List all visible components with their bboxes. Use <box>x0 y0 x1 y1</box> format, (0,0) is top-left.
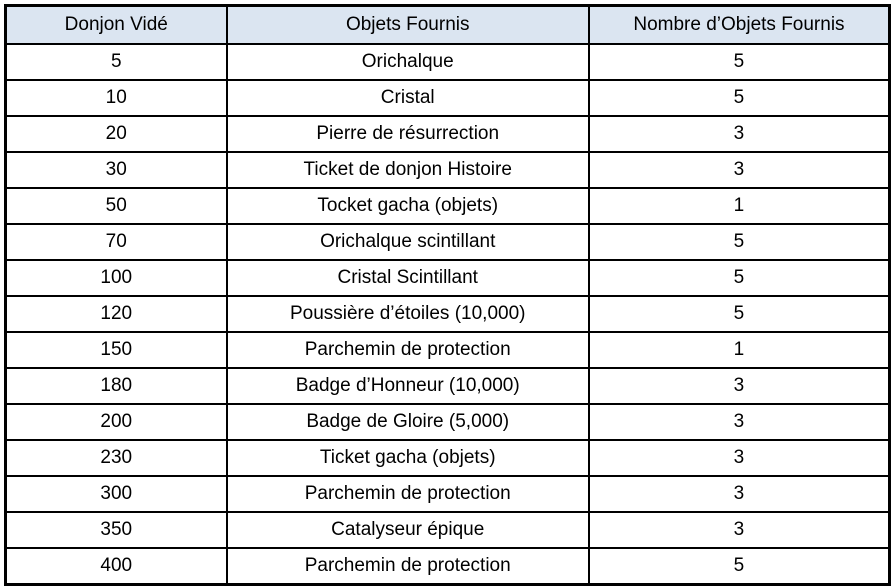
table-cell: 400 <box>4 547 228 586</box>
table-cell: 230 <box>4 439 228 477</box>
table-cell: Pierre de résurrection <box>225 115 590 153</box>
table-cell: Badge d’Honneur (10,000) <box>225 367 590 405</box>
table-row: 400 Parchemin de protection 5 <box>4 547 891 586</box>
table-row: 30 Ticket de donjon Histoire 3 <box>4 151 891 189</box>
table-cell: Badge de Gloire (5,000) <box>225 403 590 441</box>
table-row: 50 Tocket gacha (objets) 1 <box>4 187 891 225</box>
table-cell: 5 <box>587 295 891 333</box>
table-cell: 5 <box>4 43 228 81</box>
table-cell: 70 <box>4 223 228 261</box>
table-row: 10 Cristal 5 <box>4 79 891 117</box>
table-cell: 300 <box>4 475 228 513</box>
dungeon-rewards-table: Donjon Vidé Objets Fournis Nombre d’Objets… <box>4 4 891 586</box>
table-row: 150 Parchemin de protection 1 <box>4 331 891 369</box>
table-cell: 5 <box>587 79 891 117</box>
table-cell: 3 <box>587 439 891 477</box>
table-header: Donjon Vidé Objets Fournis Nombre d’Objets… <box>4 4 891 45</box>
table-cell: 350 <box>4 511 228 549</box>
table-row: 5 Orichalque 5 <box>4 43 891 81</box>
table-cell: 1 <box>587 187 891 225</box>
table-cell: 3 <box>587 151 891 189</box>
table-cell: 5 <box>587 547 891 586</box>
table-body: 5 Orichalque 5 10 Cristal 5 20 Pierre de résurr… <box>4 43 891 586</box>
table-cell: 5 <box>587 259 891 297</box>
table-cell: 3 <box>587 115 891 153</box>
table-row: 200 Badge de Gloire (5,000) 3 <box>4 403 891 441</box>
table-row: 70 Orichalque scintillant 5 <box>4 223 891 261</box>
table-cell: 100 <box>4 259 228 297</box>
table-cell: 1 <box>587 331 891 369</box>
table-cell: 5 <box>587 223 891 261</box>
table-header-row: Donjon Vidé Objets Fournis Nombre d’Objets… <box>4 4 891 45</box>
table-cell: Cristal Scintillant <box>225 259 590 297</box>
table-cell: Parchemin de protection <box>225 331 590 369</box>
table-cell: 3 <box>587 367 891 405</box>
table-cell: 150 <box>4 331 228 369</box>
table-cell: Tocket gacha (objets) <box>225 187 590 225</box>
table-cell: 3 <box>587 475 891 513</box>
column-header-donjon-vide: Donjon Vidé <box>4 4 228 45</box>
column-header-nombre-objets-fournis: Nombre d’Objets Fournis <box>587 4 891 45</box>
table-row: 350 Catalyseur épique 3 <box>4 511 891 549</box>
table-cell: 50 <box>4 187 228 225</box>
table-cell: Parchemin de protection <box>225 547 590 586</box>
table-cell: Parchemin de protection <box>225 475 590 513</box>
table-cell: 180 <box>4 367 228 405</box>
table-row: 300 Parchemin de protection 3 <box>4 475 891 513</box>
table-row: 230 Ticket gacha (objets) 3 <box>4 439 891 477</box>
table-cell: 3 <box>587 511 891 549</box>
table-cell: Cristal <box>225 79 590 117</box>
table-cell: 200 <box>4 403 228 441</box>
table-row: 20 Pierre de résurrection 3 <box>4 115 891 153</box>
table-cell: 30 <box>4 151 228 189</box>
table-cell: Ticket de donjon Histoire <box>225 151 590 189</box>
table-cell: Orichalque <box>225 43 590 81</box>
table-cell: Orichalque scintillant <box>225 223 590 261</box>
column-header-objets-fournis: Objets Fournis <box>225 4 590 45</box>
table-cell: Poussière d’étoiles (10,000) <box>225 295 590 333</box>
table-cell: 10 <box>4 79 228 117</box>
table-row: 180 Badge d’Honneur (10,000) 3 <box>4 367 891 405</box>
table-cell: 5 <box>587 43 891 81</box>
table-cell: Ticket gacha (objets) <box>225 439 590 477</box>
table-row: 120 Poussière d’étoiles (10,000) 5 <box>4 295 891 333</box>
table-row: 100 Cristal Scintillant 5 <box>4 259 891 297</box>
table-cell: Catalyseur épique <box>225 511 590 549</box>
table-cell: 3 <box>587 403 891 441</box>
table-cell: 20 <box>4 115 228 153</box>
table-cell: 120 <box>4 295 228 333</box>
